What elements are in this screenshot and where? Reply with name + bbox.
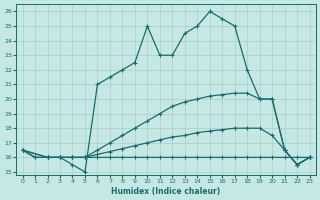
X-axis label: Humidex (Indice chaleur): Humidex (Indice chaleur) [111, 187, 221, 196]
